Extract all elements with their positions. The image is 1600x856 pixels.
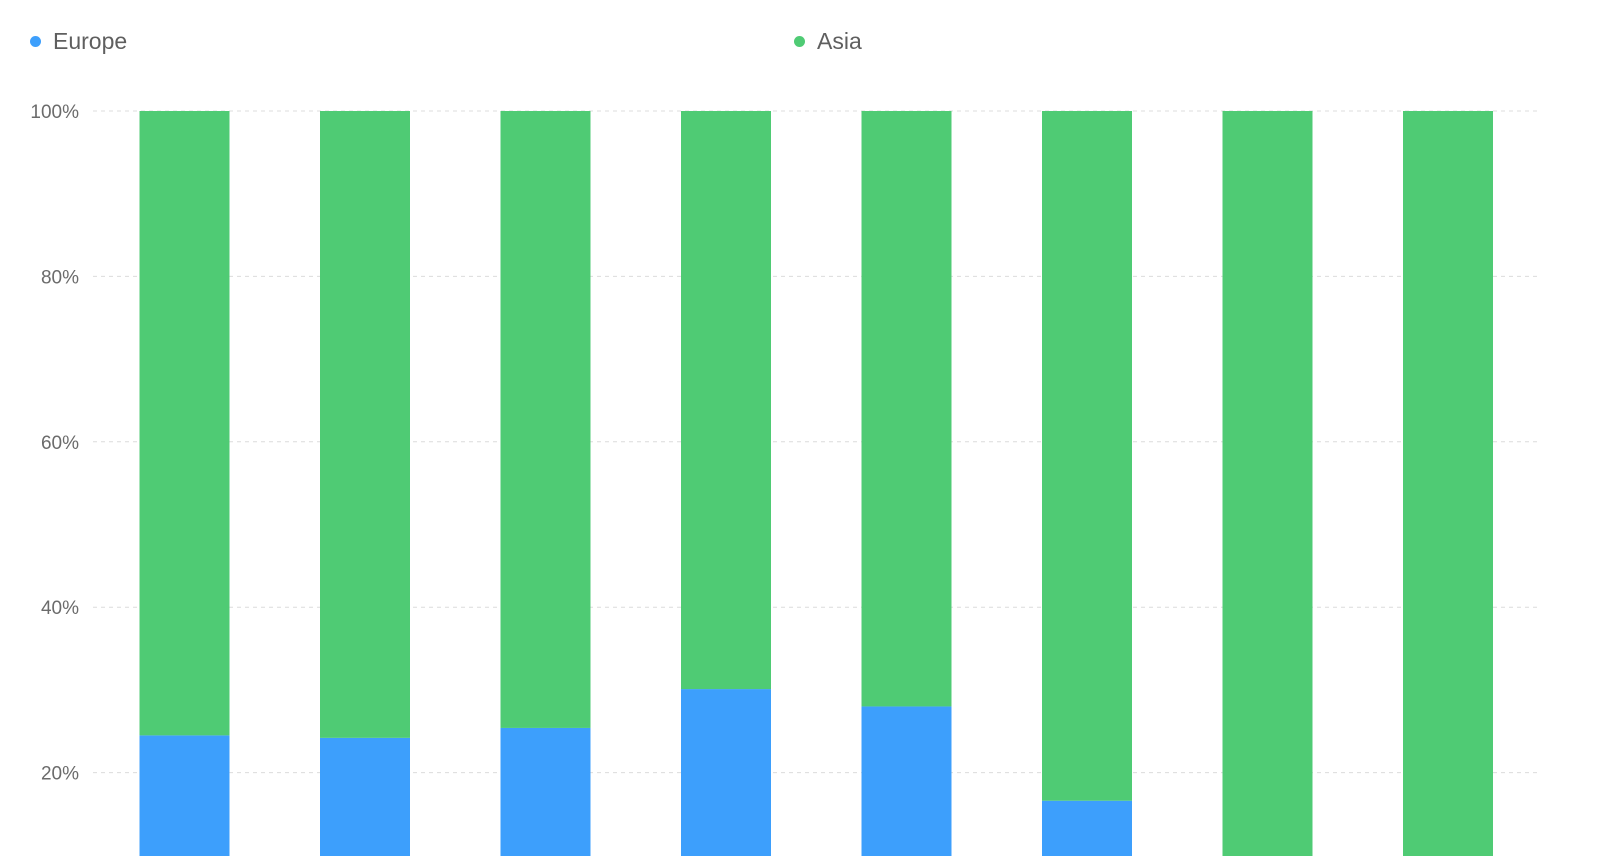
legend-dot-asia (794, 35, 805, 47)
legend-dot-europe (30, 35, 41, 47)
bar-europe-6[interactable] (1042, 800, 1132, 856)
y-tick-label-2: 60% (41, 433, 79, 454)
bar-asia-5[interactable] (861, 111, 952, 707)
bar-europe-4[interactable] (681, 689, 771, 856)
y-axis-ticks: 20% 40% 60% 80% 100% (30, 102, 79, 785)
legend-item-asia[interactable]: Asia (794, 26, 862, 56)
bar-europe-3[interactable] (500, 727, 591, 856)
y-tick-label-0: 20% (41, 764, 79, 785)
y-tick-label-1: 40% (41, 598, 79, 619)
bar-europe-1[interactable] (139, 735, 230, 856)
bar-asia-2[interactable] (320, 111, 410, 738)
legend-label-europe: Europe (53, 27, 128, 54)
bar-europe-5[interactable] (861, 706, 952, 856)
y-tick-label-4: 100% (30, 102, 79, 123)
bar-europe-2[interactable] (320, 737, 410, 856)
bar-asia-6[interactable] (1042, 111, 1132, 801)
legend-item-europe[interactable]: Europe (30, 26, 127, 56)
bar-asia-8[interactable] (1403, 111, 1493, 856)
y-tick-label-3: 80% (41, 267, 79, 288)
bar-asia-7[interactable] (1222, 111, 1313, 856)
bar-asia-4[interactable] (681, 111, 771, 690)
bars (139, 111, 1493, 856)
bar-asia-1[interactable] (139, 111, 230, 736)
bar-asia-3[interactable] (500, 111, 591, 728)
legend-label-asia: Asia (817, 27, 862, 54)
chart-legend: Europe Asia (0, 26, 1600, 58)
grid-lines (93, 110, 1540, 774)
